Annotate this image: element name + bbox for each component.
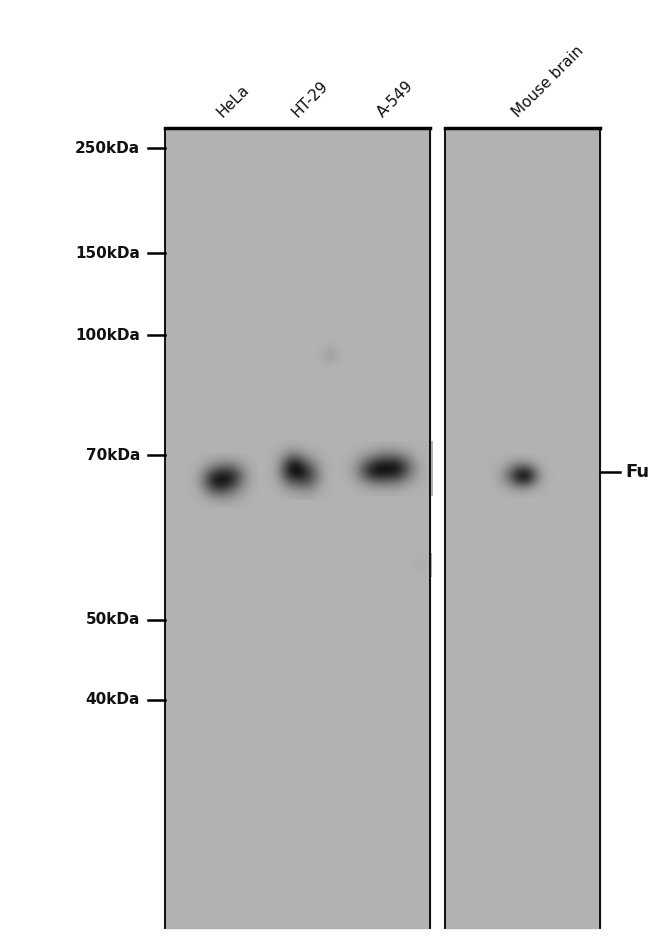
Text: A-549: A-549 [374, 78, 417, 120]
Text: Furin: Furin [625, 463, 650, 481]
Text: HeLa: HeLa [214, 82, 252, 120]
Text: Mouse brain: Mouse brain [510, 43, 586, 120]
Text: 40kDa: 40kDa [86, 692, 140, 707]
Text: 150kDa: 150kDa [75, 246, 140, 261]
Text: 50kDa: 50kDa [86, 612, 140, 628]
Text: HT-29: HT-29 [289, 78, 332, 120]
Bar [445, 128, 600, 928]
Text: 250kDa: 250kDa [75, 140, 140, 155]
Bar [165, 128, 430, 928]
Text: 100kDa: 100kDa [75, 327, 140, 342]
Text: 70kDa: 70kDa [86, 447, 140, 463]
